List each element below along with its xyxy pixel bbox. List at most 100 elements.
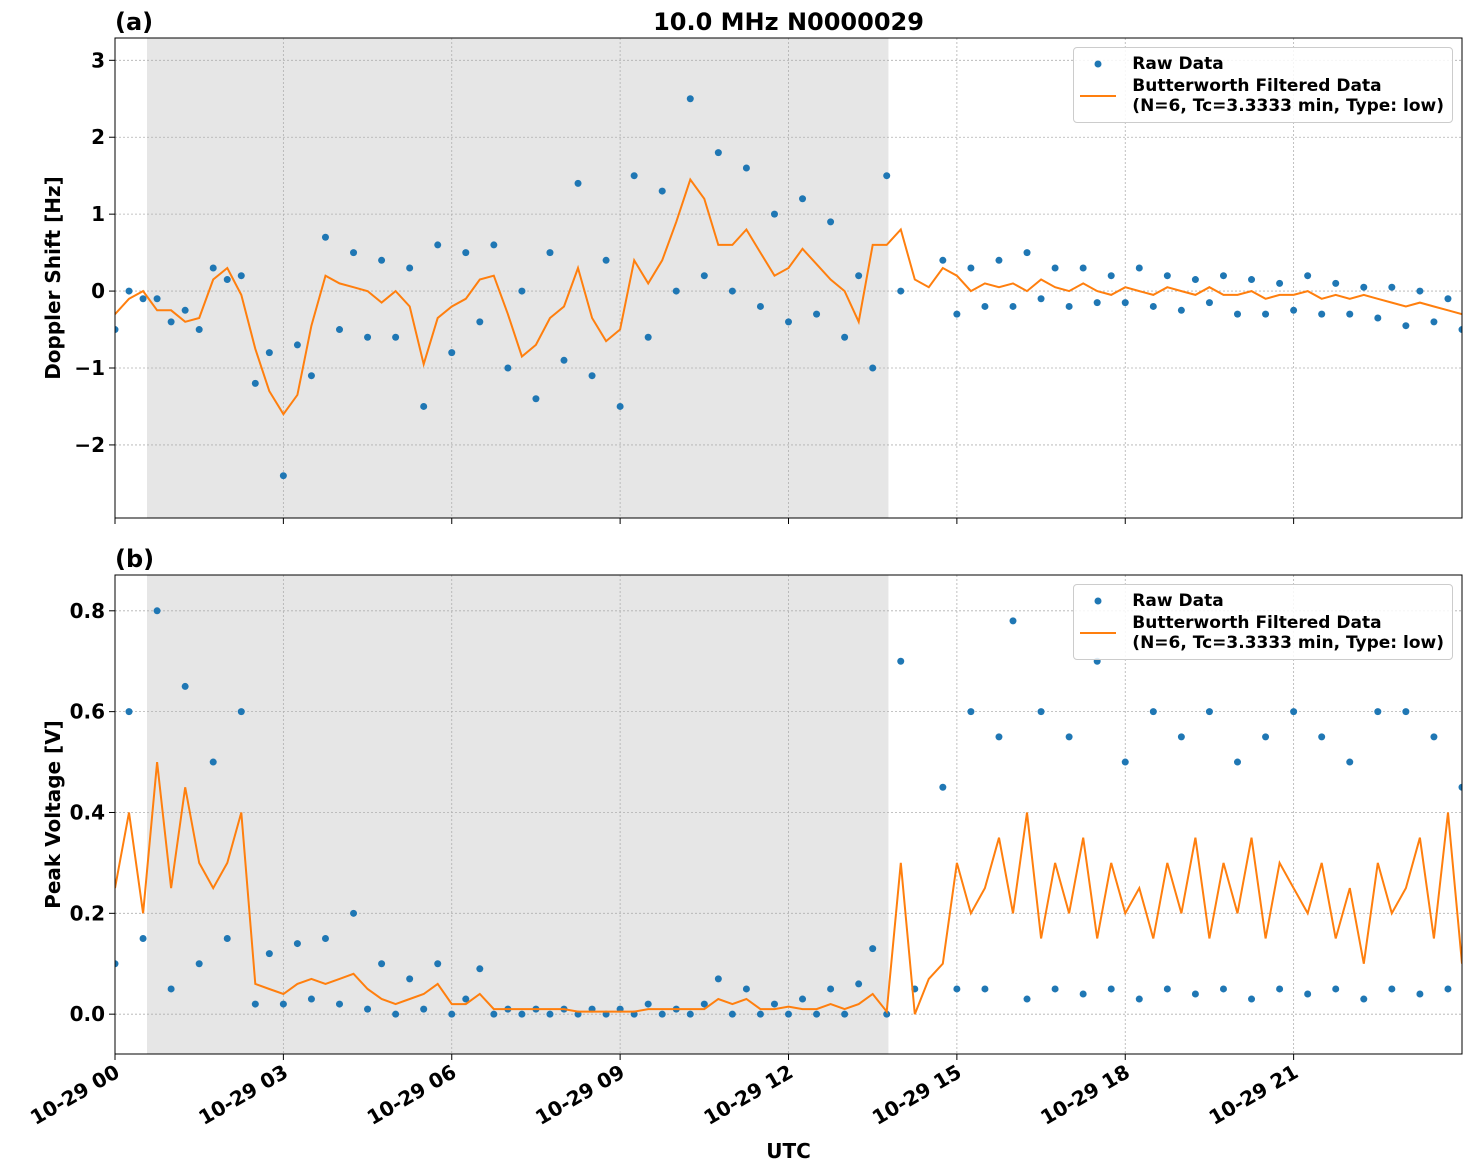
- y-tick-label: 1: [91, 202, 105, 226]
- raw-point: [953, 310, 961, 318]
- raw-point: [855, 980, 863, 988]
- raw-point: [1051, 985, 1059, 993]
- raw-point: [742, 164, 750, 172]
- raw-point: [588, 372, 596, 380]
- raw-point: [1374, 314, 1382, 322]
- raw-point: [686, 95, 694, 103]
- y-tick-label: −2: [74, 433, 105, 457]
- raw-point: [476, 965, 484, 973]
- raw-point: [209, 758, 217, 766]
- raw-point: [153, 607, 161, 615]
- raw-point: [1402, 708, 1410, 716]
- raw-point: [1430, 318, 1438, 326]
- legend-entry: Raw Data: [1080, 54, 1444, 74]
- raw-point: [223, 276, 231, 284]
- raw-point: [321, 935, 329, 943]
- raw-point: [1304, 272, 1312, 280]
- raw-point: [125, 287, 133, 295]
- raw-point: [616, 402, 624, 410]
- raw-point: [799, 195, 807, 203]
- raw-point: [448, 349, 456, 357]
- night-shade: [146, 38, 889, 518]
- raw-point: [1346, 310, 1354, 318]
- raw-point: [672, 287, 680, 295]
- x-tick-label: 10-29 06: [363, 1060, 461, 1130]
- raw-point: [1444, 295, 1452, 303]
- y-axis-label: Peak Voltage [V]: [41, 720, 65, 909]
- raw-point: [350, 249, 358, 257]
- legend-swatch: [1080, 95, 1117, 97]
- raw-point: [518, 287, 526, 295]
- raw-point: [1234, 758, 1241, 766]
- raw-point: [995, 733, 1003, 741]
- raw-point: [336, 326, 343, 334]
- x-tick-label: 10-29 12: [699, 1060, 797, 1130]
- raw-point: [1290, 306, 1298, 314]
- raw-point: [139, 295, 147, 303]
- raw-point: [1009, 302, 1017, 310]
- raw-point: [364, 333, 372, 341]
- raw-point: [406, 264, 414, 272]
- raw-point: [1262, 733, 1270, 741]
- panel: −2 −1 0 1 2 3 (a) 10.0 MHz N0000029 Doppler Shif…: [41, 8, 1463, 524]
- raw-point: [420, 402, 428, 410]
- raw-point: [406, 975, 414, 983]
- raw-point: [237, 708, 245, 716]
- raw-point: [714, 975, 722, 983]
- raw-point: [1360, 995, 1368, 1003]
- raw-point: [953, 985, 961, 993]
- raw-point: [644, 333, 652, 341]
- raw-point: [1037, 295, 1045, 303]
- raw-point: [476, 318, 484, 326]
- raw-point: [939, 783, 947, 791]
- raw-point: [336, 1000, 343, 1008]
- raw-point: [869, 945, 877, 953]
- raw-point: [1374, 708, 1382, 716]
- y-axis-label: Doppler Shift [Hz]: [41, 176, 65, 380]
- legend-marker: [1094, 60, 1102, 68]
- raw-point: [785, 318, 792, 326]
- raw-point: [897, 287, 905, 295]
- raw-point: [644, 1000, 652, 1008]
- raw-point: [1248, 995, 1256, 1003]
- raw-point: [1051, 264, 1059, 272]
- raw-point: [265, 349, 273, 357]
- raw-point: [967, 264, 975, 272]
- raw-point: [995, 256, 1003, 264]
- raw-point: [1205, 708, 1213, 716]
- panel-label: (b): [115, 545, 154, 573]
- y-tick-label: 0.8: [70, 599, 105, 623]
- raw-point: [1290, 708, 1298, 716]
- raw-point: [1079, 264, 1087, 272]
- raw-point: [153, 295, 161, 303]
- raw-point: [1318, 310, 1326, 318]
- night-shade: [146, 575, 889, 1054]
- raw-point: [1276, 985, 1284, 993]
- raw-point: [293, 341, 301, 349]
- raw-point: [574, 179, 582, 187]
- raw-point: [1065, 733, 1073, 741]
- raw-point: [1430, 733, 1438, 741]
- raw-point: [981, 985, 989, 993]
- raw-point: [115, 326, 119, 334]
- raw-point: [785, 1010, 792, 1018]
- raw-point: [1416, 287, 1424, 295]
- legend-swatch: [1080, 632, 1117, 634]
- raw-point: [756, 302, 764, 310]
- raw-point: [1107, 272, 1115, 280]
- raw-point: [1234, 310, 1241, 318]
- raw-point: [658, 187, 666, 195]
- raw-point: [195, 326, 203, 334]
- legend-marker: [1094, 597, 1102, 605]
- raw-point: [770, 1000, 778, 1008]
- raw-point: [462, 249, 470, 257]
- y-tick-label: 3: [91, 48, 105, 72]
- raw-point: [700, 272, 708, 280]
- x-axis-label: UTC: [766, 1139, 811, 1163]
- raw-point: [827, 985, 835, 993]
- raw-point: [1205, 299, 1213, 307]
- raw-point: [1388, 985, 1396, 993]
- legend-entry: Butterworth Filtered Data (N=6, Tc=3.333…: [1080, 76, 1444, 116]
- raw-point: [504, 364, 512, 372]
